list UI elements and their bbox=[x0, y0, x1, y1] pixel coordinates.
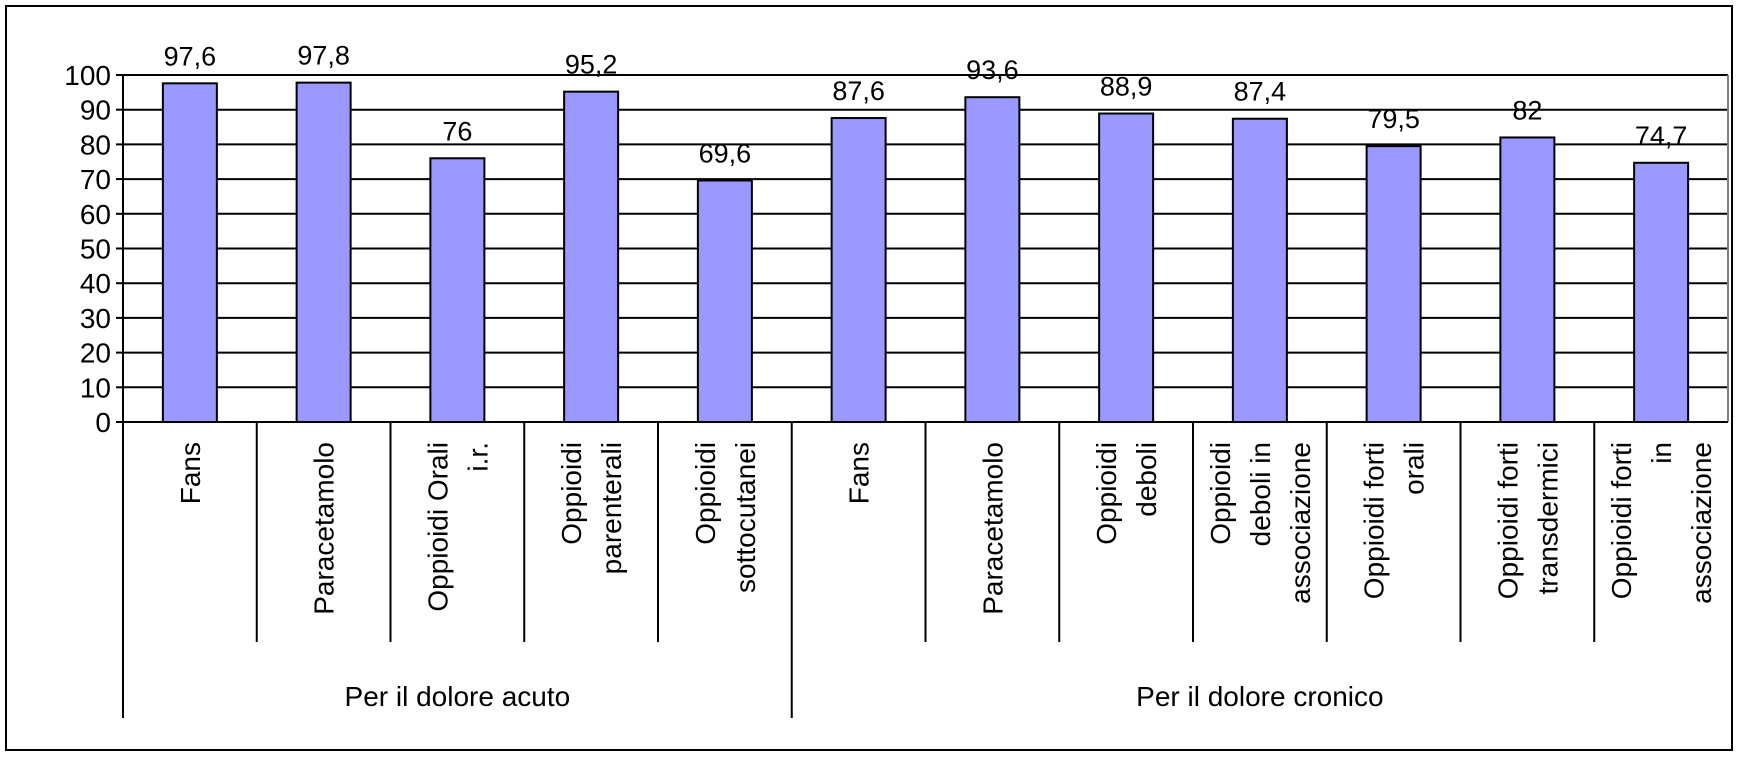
bar bbox=[830, 117, 887, 423]
y-tick-label: 30 bbox=[80, 303, 111, 334]
y-tick-label: 100 bbox=[64, 60, 111, 91]
category-label: transdermici bbox=[1532, 442, 1563, 594]
y-tick-label: 80 bbox=[80, 129, 111, 160]
data-label: 76 bbox=[442, 116, 472, 146]
group-label: Per il dolore acuto bbox=[345, 681, 571, 712]
category-label: deboli bbox=[1131, 442, 1162, 517]
category-label: associazione bbox=[1686, 442, 1717, 604]
category-label: Oppioidi bbox=[556, 442, 587, 545]
y-tick-label: 50 bbox=[80, 234, 111, 265]
data-label: 79,5 bbox=[1367, 104, 1420, 134]
data-label: 74,7 bbox=[1635, 121, 1688, 151]
data-label: 95,2 bbox=[565, 50, 618, 80]
category-label: Oppioidi bbox=[690, 442, 721, 545]
y-tick-label: 0 bbox=[95, 407, 111, 438]
category-label: Oppioidi Orali bbox=[422, 442, 453, 612]
category-label: Oppioidi forti bbox=[1606, 442, 1637, 599]
category-label: Oppioidi forti bbox=[1492, 442, 1523, 599]
category-label: Paracetamolo bbox=[977, 442, 1008, 615]
data-label: 87,4 bbox=[1234, 77, 1287, 107]
category-label: Oppioidi bbox=[1091, 442, 1122, 545]
category-label: Paracetamolo bbox=[309, 442, 340, 615]
bar bbox=[964, 96, 1021, 423]
bar bbox=[295, 81, 352, 423]
category-label: Oppioidi forti bbox=[1359, 442, 1390, 599]
chart-border bbox=[5, 5, 1733, 751]
category-label: associazione bbox=[1285, 442, 1316, 604]
category-label: Fans bbox=[844, 442, 875, 504]
bar bbox=[696, 179, 753, 423]
bar bbox=[1499, 136, 1556, 424]
bar bbox=[1365, 145, 1422, 423]
y-tick-label: 10 bbox=[80, 372, 111, 403]
category-label: Oppioidi bbox=[1205, 442, 1236, 545]
y-tick-label: 70 bbox=[80, 164, 111, 195]
category-label: orali bbox=[1399, 442, 1430, 495]
data-label: 82 bbox=[1512, 95, 1542, 125]
category-label: in bbox=[1646, 442, 1677, 464]
bar bbox=[563, 90, 620, 423]
group-label: Per il dolore cronico bbox=[1136, 681, 1383, 712]
y-tick-label: 60 bbox=[80, 199, 111, 230]
data-label: 93,6 bbox=[966, 55, 1019, 85]
bar bbox=[161, 82, 218, 423]
data-label: 97,8 bbox=[297, 41, 350, 71]
category-label: i.r. bbox=[462, 442, 493, 472]
bar bbox=[1231, 117, 1288, 424]
category-label: parenterali bbox=[596, 442, 627, 574]
y-tick-label: 90 bbox=[80, 95, 111, 126]
category-label: deboli in bbox=[1245, 442, 1276, 546]
category-label: sottocutanei bbox=[730, 442, 761, 593]
category-label: Fans bbox=[175, 442, 206, 504]
data-label: 97,6 bbox=[164, 41, 217, 71]
y-tick-label: 40 bbox=[80, 268, 111, 299]
data-label: 69,6 bbox=[699, 138, 752, 168]
data-label: 87,6 bbox=[832, 76, 885, 106]
y-tick-label: 20 bbox=[80, 338, 111, 369]
data-label: 88,9 bbox=[1100, 72, 1153, 102]
bar bbox=[429, 157, 486, 423]
bar bbox=[1633, 161, 1690, 424]
bar bbox=[1098, 112, 1155, 423]
